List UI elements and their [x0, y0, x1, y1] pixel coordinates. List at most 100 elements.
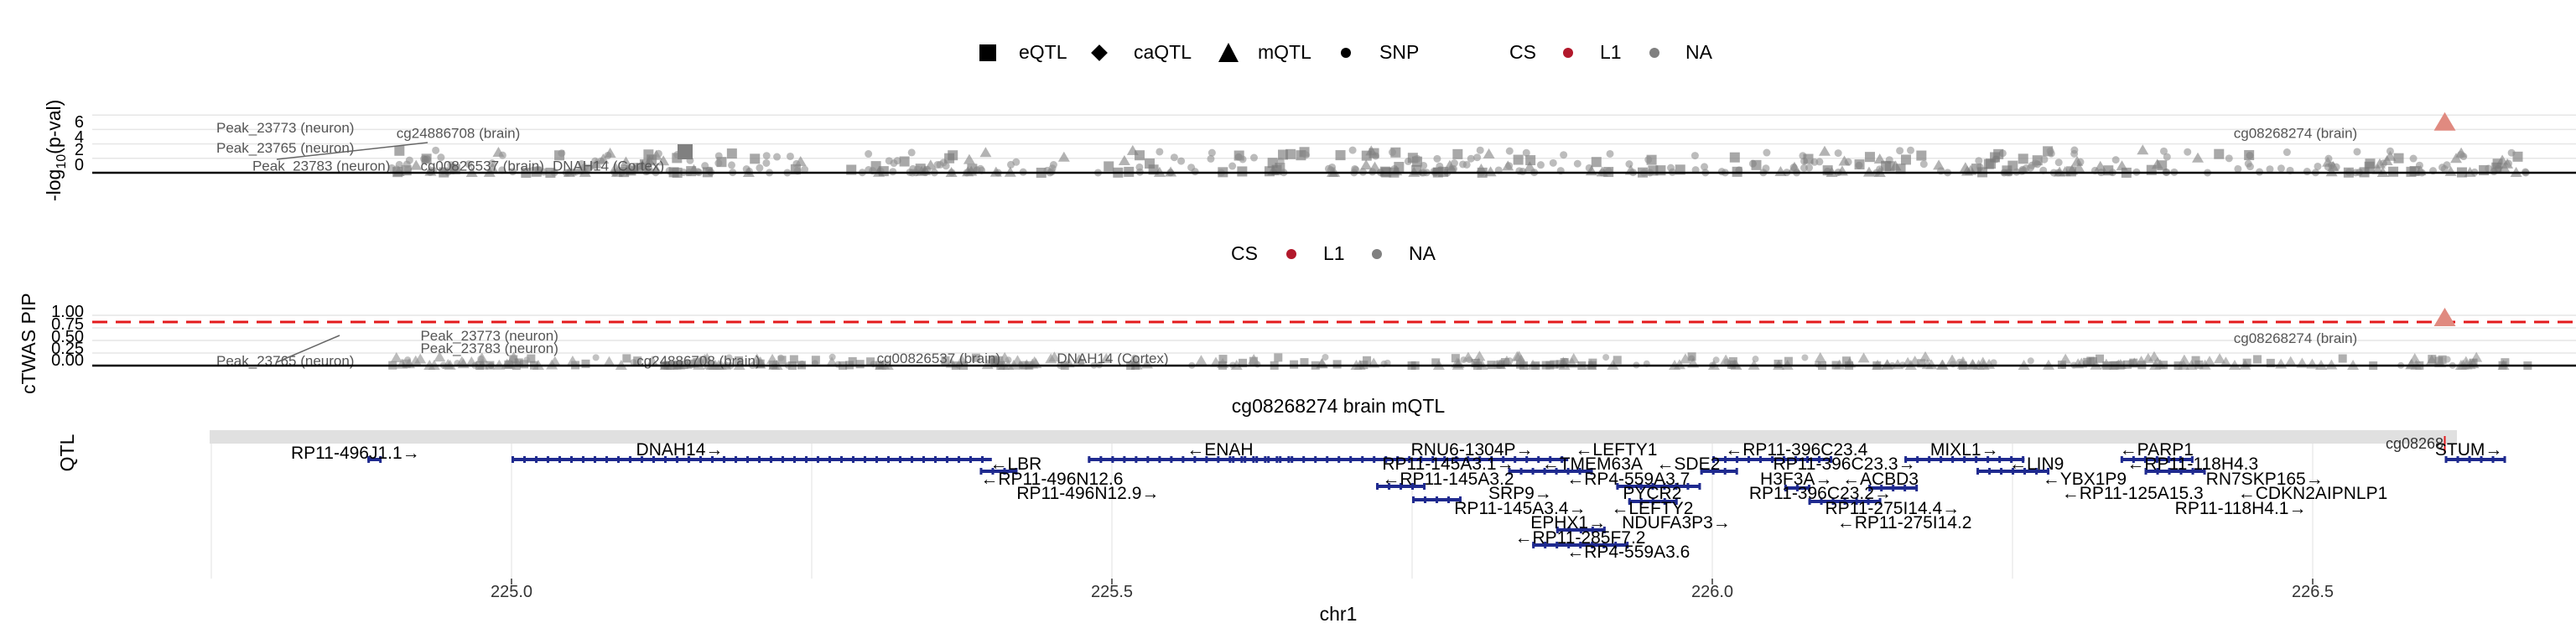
- gene-exon: [1928, 456, 1931, 463]
- gene-label: RNU6-1304P→: [1411, 440, 1534, 460]
- middle-eqtl-point: [527, 354, 536, 363]
- top-eqtl-point: [2002, 165, 2012, 176]
- gene-exon: [1400, 483, 1403, 490]
- top-eqtl-point: [726, 148, 737, 159]
- gene-exon: [1015, 468, 1018, 475]
- top-eqtl-point: [1895, 164, 1906, 174]
- gene-exon: [1651, 483, 1654, 490]
- gene-exon: [2179, 468, 2183, 475]
- bottom-panel: cg08268274 brain mQTL QTL RP11-496J1.1→ D…: [56, 395, 2506, 625]
- gene-exon: [1915, 485, 1919, 491]
- middle-mqtl-point: [2214, 353, 2226, 364]
- middle-eqtl-point: [2338, 354, 2347, 363]
- top-mqtl-point: [597, 153, 610, 164]
- gene-exon: [1411, 483, 1415, 490]
- gene-exon: [1639, 483, 1643, 490]
- gene-exon: [2144, 468, 2148, 475]
- gene-exon: [1423, 483, 1426, 490]
- top-highlight-point: [2433, 112, 2456, 131]
- top-snp-point: [1522, 148, 1530, 157]
- gene-exon: [523, 456, 526, 463]
- middle-mqtl-point: [2220, 356, 2232, 367]
- top-snp-point: [1536, 161, 1545, 169]
- top-mqtl-point: [1483, 148, 1495, 158]
- middle-snp-point: [777, 354, 785, 361]
- top-mqtl-point: [2381, 154, 2393, 165]
- middle-eqtl-point: [2438, 355, 2447, 364]
- middle-y-axis-label: cTWAS PIP: [18, 293, 39, 394]
- mid-ytick-0.50: 0.50: [51, 328, 84, 346]
- gene-exon: [1566, 468, 1570, 475]
- gene-exon: [1182, 456, 1185, 463]
- top-mqtl-point: [963, 153, 975, 164]
- gene-exon: [1217, 456, 1220, 463]
- gene-exon: [1602, 527, 1606, 533]
- top-eqtl-point: [1335, 150, 1346, 161]
- top-y-ticks: 6 4 2 0: [75, 113, 84, 174]
- top-snp-point: [2507, 148, 2516, 157]
- middle-mqtl-point: [2112, 359, 2125, 370]
- top-mqtl-point: [657, 155, 670, 166]
- middle-snp-point: [1990, 359, 1997, 366]
- gene-exon: [2190, 456, 2194, 463]
- top-labels: Peak_23773 (neuron) Peak_23765 (neuron) cg…: [216, 120, 2357, 174]
- gene-label: PYCR2: [1623, 484, 1681, 503]
- middle-eqtl-point: [514, 358, 523, 367]
- top-snp-point: [1276, 157, 1285, 165]
- top-points: [387, 112, 2530, 178]
- middle-eqtl-point: [789, 355, 798, 364]
- middle-mqtl-point: [2275, 358, 2288, 369]
- middle-mqtl-point: [2306, 358, 2319, 369]
- top-eqtl-point: [1513, 154, 1524, 165]
- middle-snp-point: [2027, 357, 2034, 365]
- top-snp-point: [1467, 154, 1475, 163]
- gene-exon: [1880, 485, 1883, 491]
- top-snp-point: [728, 161, 736, 169]
- gene-label: ←RP11-285F7.2: [1514, 528, 1645, 548]
- mid-ytick-0.75: 0.75: [51, 315, 84, 334]
- gene-exon: [2491, 456, 2495, 463]
- top-eqtl-point: [1993, 148, 2004, 159]
- gene-exon: [1626, 542, 1629, 548]
- top-snp-point: [742, 165, 750, 174]
- gene-exon: [1712, 456, 1715, 463]
- middle-mqtl-point: [455, 356, 468, 366]
- top-snp-point: [2386, 147, 2394, 155]
- top-mqtl-point: [1165, 166, 1177, 177]
- middle-eqtl-point: [1613, 356, 1622, 365]
- top-snp-point: [1006, 160, 1015, 169]
- middle-mqtl-point: [566, 356, 579, 366]
- gene-exon: [1555, 468, 1558, 475]
- gene-exon: [1868, 485, 1872, 491]
- gene-exon: [981, 456, 984, 463]
- top-eqtl-point: [899, 156, 910, 167]
- gene-label: ←RP11-275I14.2: [1837, 513, 1972, 532]
- top-point-label: Peak_23765 (neuron): [216, 140, 354, 156]
- mid-legend-na-dot: [1372, 249, 1382, 259]
- top-snp-point: [2070, 146, 2079, 154]
- gene-exon: [770, 456, 772, 463]
- middle-eqtl-point: [1451, 354, 1460, 363]
- mid-legend-l1-dot: [1286, 249, 1296, 259]
- top-snp-point: [1301, 151, 1310, 159]
- gene-exon: [570, 456, 573, 463]
- gene-exon: [1532, 542, 1535, 548]
- gene-exon: [1111, 456, 1114, 463]
- top-snp-point: [1239, 155, 1247, 164]
- middle-mqtl-point: [434, 351, 446, 362]
- gene-exon: [758, 456, 761, 463]
- gene-label: RP11-275I14.4→: [1825, 499, 1960, 518]
- gene-exon: [1940, 456, 1943, 463]
- top-snp-point: [1896, 147, 1904, 155]
- top-snp-point: [1249, 153, 1258, 162]
- middle-mqtl-point: [2325, 359, 2338, 370]
- gene-exon: [1602, 542, 1606, 548]
- gene-exon: [1279, 456, 1282, 463]
- gene-exon: [1337, 456, 1341, 463]
- top-mqtl-point: [979, 147, 992, 158]
- top-eqtl-point: [1751, 159, 1762, 170]
- top-snp-point: [762, 152, 771, 160]
- top-snp-point: [558, 149, 566, 158]
- top-snp-point: [437, 153, 445, 162]
- gene-label: ←LBR: [990, 454, 1042, 474]
